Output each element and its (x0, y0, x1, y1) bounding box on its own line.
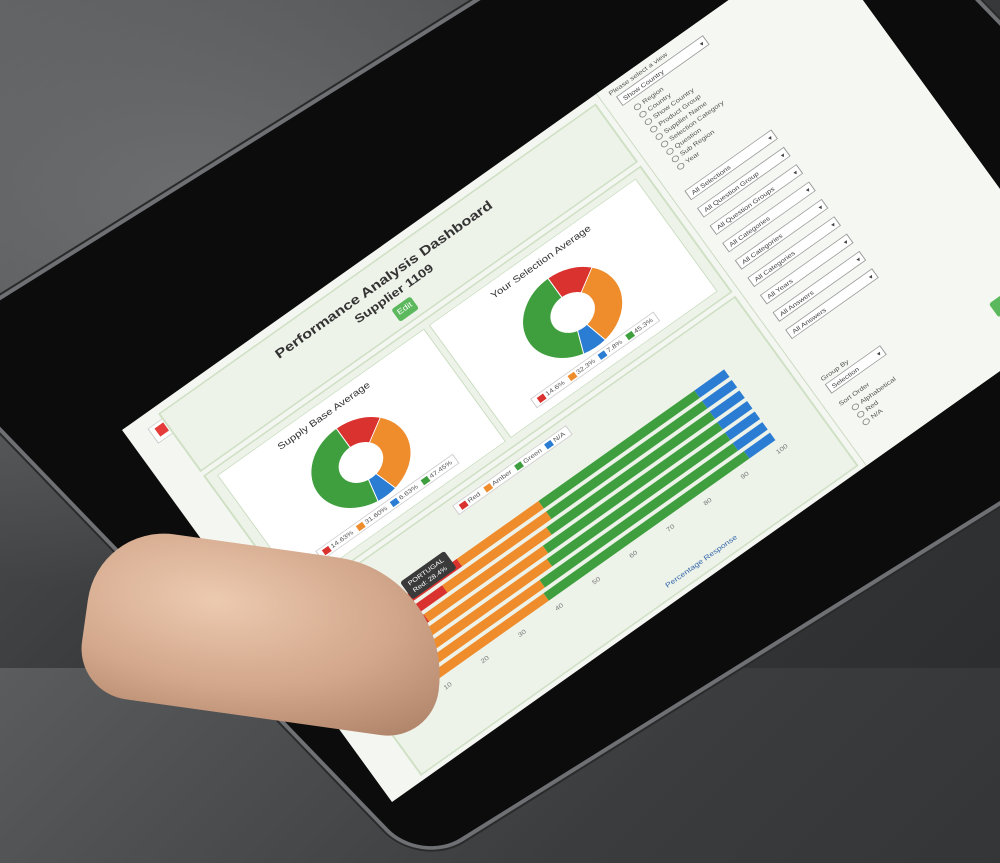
x-tick-label: 80 (703, 497, 714, 507)
bar-segment-amber[interactable] (442, 511, 552, 593)
bar-segment-na[interactable] (717, 401, 753, 430)
supply-base-slice-green[interactable] (293, 427, 386, 527)
bar-segment-green[interactable] (538, 390, 700, 509)
bar-segment-green[interactable] (539, 443, 739, 588)
x-tick-label: 90 (740, 471, 751, 481)
x-tick-label: 70 (666, 523, 677, 533)
supply-base-donut (293, 411, 428, 527)
bar-segment-green[interactable] (542, 422, 723, 554)
bar-segment-na[interactable] (732, 422, 768, 451)
selection-slice-green[interactable] (504, 277, 596, 376)
bar-segment-na[interactable] (709, 390, 745, 419)
x-tick-label: 50 (591, 576, 602, 586)
bar-segment-na[interactable] (702, 379, 738, 409)
bar-segment-amber[interactable] (405, 580, 545, 683)
x-tick-label: 40 (554, 602, 565, 612)
x-tick-label: 10 (443, 681, 454, 691)
bar-segment-amber[interactable] (405, 558, 553, 667)
x-tick-label: 100 (775, 443, 789, 456)
apply-button[interactable]: Apply (988, 278, 1000, 318)
bar-segment-na[interactable] (724, 411, 761, 441)
x-tick-label: 60 (628, 550, 639, 560)
supply-base-slice-amber[interactable] (350, 411, 428, 492)
bar-segment-green[interactable] (546, 411, 716, 535)
selection-slice-amber[interactable] (561, 261, 640, 343)
x-tick-label: 30 (517, 629, 528, 639)
bar-segment-green[interactable] (543, 451, 750, 601)
bar-segment-amber[interactable] (423, 527, 552, 622)
selection-donut (504, 261, 640, 376)
bar-segment-na[interactable] (694, 369, 730, 398)
radio-icon (860, 416, 871, 427)
bar-segment-green[interactable] (546, 400, 708, 519)
x-tick-label: 20 (480, 655, 491, 665)
radio-icon (675, 161, 686, 171)
bar-segment-na[interactable] (744, 432, 776, 459)
bar-segment-amber[interactable] (412, 545, 549, 646)
bar-segment-green[interactable] (546, 432, 731, 567)
bar-segment-amber[interactable] (456, 500, 544, 567)
